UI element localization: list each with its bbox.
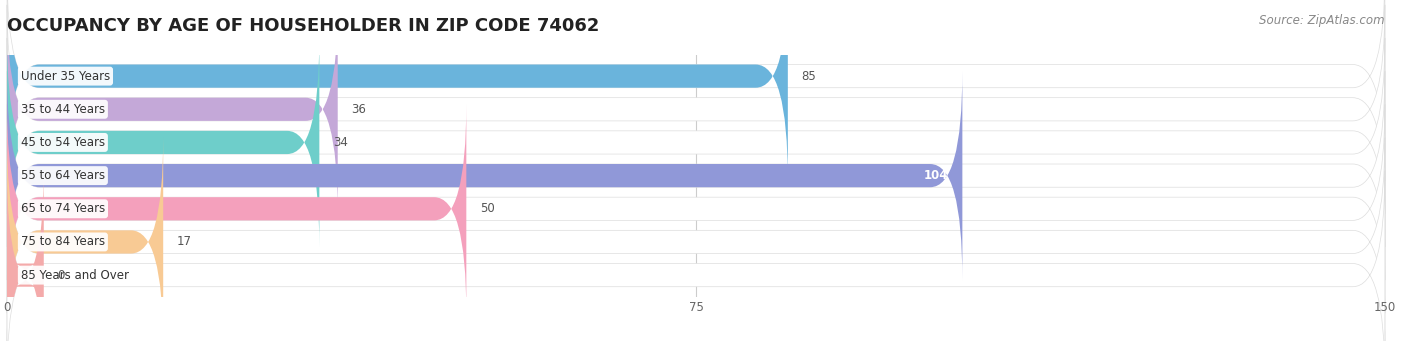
FancyBboxPatch shape: [7, 0, 1385, 181]
Text: Under 35 Years: Under 35 Years: [21, 70, 110, 83]
FancyBboxPatch shape: [7, 137, 163, 341]
Text: 17: 17: [177, 235, 193, 249]
Text: 34: 34: [333, 136, 349, 149]
FancyBboxPatch shape: [7, 137, 1385, 341]
Text: OCCUPANCY BY AGE OF HOUSEHOLDER IN ZIP CODE 74062: OCCUPANCY BY AGE OF HOUSEHOLDER IN ZIP C…: [7, 17, 599, 35]
Text: Source: ZipAtlas.com: Source: ZipAtlas.com: [1260, 14, 1385, 27]
FancyBboxPatch shape: [7, 170, 44, 341]
FancyBboxPatch shape: [7, 104, 467, 313]
Text: 45 to 54 Years: 45 to 54 Years: [21, 136, 105, 149]
FancyBboxPatch shape: [7, 71, 1385, 280]
Text: 75 to 84 Years: 75 to 84 Years: [21, 235, 105, 249]
FancyBboxPatch shape: [7, 38, 319, 247]
FancyBboxPatch shape: [7, 38, 1385, 247]
FancyBboxPatch shape: [7, 104, 1385, 313]
Text: 85: 85: [801, 70, 817, 83]
FancyBboxPatch shape: [7, 5, 1385, 214]
FancyBboxPatch shape: [7, 0, 787, 181]
Text: 36: 36: [352, 103, 367, 116]
Text: 0: 0: [58, 269, 65, 282]
Text: 50: 50: [479, 202, 495, 215]
Text: 55 to 64 Years: 55 to 64 Years: [21, 169, 105, 182]
FancyBboxPatch shape: [7, 5, 337, 214]
FancyBboxPatch shape: [7, 170, 1385, 341]
Text: 104: 104: [924, 169, 949, 182]
Text: 35 to 44 Years: 35 to 44 Years: [21, 103, 105, 116]
FancyBboxPatch shape: [7, 71, 962, 280]
Text: 85 Years and Over: 85 Years and Over: [21, 269, 129, 282]
Text: 65 to 74 Years: 65 to 74 Years: [21, 202, 105, 215]
